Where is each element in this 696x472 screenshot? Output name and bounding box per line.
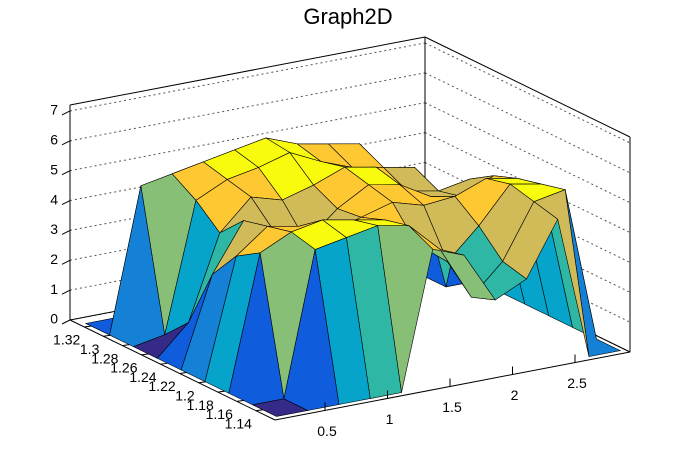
grid-line: [424, 102, 631, 204]
y-tick: [198, 381, 206, 384]
x-tick-label: 2: [511, 387, 519, 403]
surface-cell: [251, 398, 309, 417]
grid-line: [69, 102, 426, 172]
z-tick-label: 1: [50, 281, 58, 297]
y-tick: [103, 334, 111, 337]
y-tick-label: 1.32: [53, 332, 80, 348]
grid-line: [424, 191, 631, 293]
z-tick: [61, 140, 71, 146]
x-tick-label: 0.5: [317, 423, 337, 439]
x-tick-label: 1.5: [442, 399, 462, 415]
z-tick: [61, 319, 71, 325]
y-tick-label: 1.24: [129, 369, 156, 385]
chart-title: Graph2D: [303, 4, 392, 29]
z-tick: [61, 170, 71, 176]
grid-line: [69, 72, 426, 142]
y-tick-label: 1.16: [206, 406, 233, 422]
x-tick-label: 1: [386, 411, 394, 427]
y-tick: [122, 344, 130, 347]
y-tick-label: 1.26: [110, 360, 137, 376]
x-axis: [274, 351, 631, 421]
box-edge: [69, 36, 426, 106]
y-tick: [236, 399, 244, 402]
z-tick: [61, 289, 71, 295]
grid-line: [424, 221, 631, 323]
grid-line: [69, 42, 426, 112]
y-tick-label: 1.18: [187, 397, 214, 413]
y-tick-label: 1.22: [148, 378, 175, 394]
grid-line: [424, 132, 631, 234]
y-tick-label: 1.28: [91, 350, 118, 366]
z-tick-label: 7: [50, 102, 58, 118]
z-tick: [61, 259, 71, 265]
z-tick-label: 3: [50, 221, 58, 237]
y-tick-label: 1.3: [80, 341, 100, 357]
y-tick: [160, 362, 168, 365]
z-tick-label: 5: [50, 161, 58, 177]
z-tick-label: 2: [50, 251, 58, 267]
x-tick-label: 2.5: [567, 375, 587, 391]
y-tick-label: 1.14: [225, 415, 252, 431]
z-tick-label: 4: [50, 191, 58, 207]
z-tick: [61, 229, 71, 235]
y-tick: [84, 325, 92, 328]
grid-line: [424, 72, 631, 174]
y-tick: [255, 409, 264, 412]
z-tick: [61, 200, 71, 206]
grid-line: [424, 42, 631, 144]
z-tick: [61, 110, 71, 116]
y-tick-label: 1.2: [175, 387, 195, 403]
y-tick: [179, 371, 187, 374]
grid-line: [424, 161, 631, 263]
y-tick: [141, 353, 149, 356]
z-tick-label: 6: [50, 132, 58, 148]
z-tick-label: 0: [50, 311, 58, 327]
box-edge: [424, 36, 631, 138]
y-tick: [217, 390, 225, 393]
